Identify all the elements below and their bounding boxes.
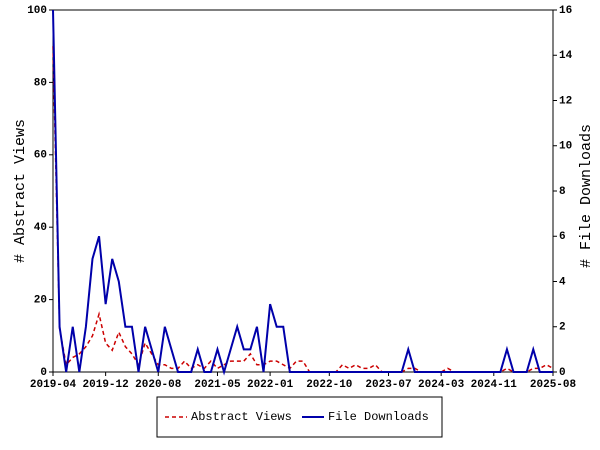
legend-label: Abstract Views <box>191 410 292 424</box>
y2-tick-label: 6 <box>559 231 566 243</box>
x-tick-label: 2019-12 <box>83 379 129 391</box>
y2-axis-title: # File Downloads <box>578 124 595 268</box>
y2-tick-label: 14 <box>559 50 573 62</box>
x-tick-label: 2024-11 <box>471 379 518 391</box>
y-tick-label: 20 <box>34 295 47 307</box>
y2-tick-label: 2 <box>559 322 566 334</box>
y-tick-label: 60 <box>34 150 47 162</box>
legend-label: File Downloads <box>328 410 429 424</box>
y2-tick-label: 4 <box>559 276 566 288</box>
y-tick-label: 40 <box>34 222 47 234</box>
x-tick-label: 2020-08 <box>135 379 182 391</box>
y-tick-label: 100 <box>27 5 47 17</box>
x-tick-label: 2019-04 <box>30 379 77 391</box>
y2-tick-label: 10 <box>559 141 572 153</box>
y-tick-label: 80 <box>34 77 47 89</box>
x-tick-label: 2022-10 <box>306 379 352 391</box>
series-line <box>52 46 554 373</box>
x-tick-label: 2023-07 <box>365 379 411 391</box>
x-tick-label: 2024-03 <box>418 379 465 391</box>
x-tick-label: 2021-05 <box>194 379 241 391</box>
x-tick-label: 2025-08 <box>530 379 577 391</box>
y2-tick-label: 12 <box>559 95 572 107</box>
plot-frame <box>52 9 554 373</box>
y2-tick-label: 8 <box>559 186 566 198</box>
legend-box <box>156 396 443 438</box>
y-axis-title: # Abstract Views <box>12 119 29 263</box>
y2-tick-label: 16 <box>559 5 572 17</box>
y-tick-label: 0 <box>40 367 47 379</box>
x-tick-label: 2022-01 <box>247 379 294 391</box>
series-line <box>52 9 553 376</box>
y2-tick-label: 0 <box>559 367 566 379</box>
